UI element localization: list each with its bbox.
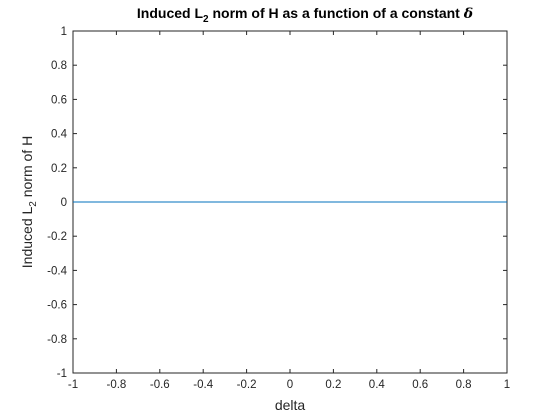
y-tick-label: 0 [61,197,67,209]
x-axis-label: delta [275,397,306,413]
ticks-layer: -1 -0.8 -0.6 -0.4 -0.2 0 0.2 0.4 0.6 0.8 1 -1 -0.8 -0… [47,26,510,391]
x-tick-label: 0.2 [325,379,341,391]
x-tick-label: 0.6 [412,379,428,391]
y-tick-label: 0.6 [51,94,67,106]
y-tick-label: -0.6 [47,300,67,312]
y-tick-label: 1 [61,26,67,38]
x-tick-label: 0 [287,379,293,391]
x-tick-label: -0.2 [237,379,257,391]
x-tick-label: -0.4 [193,379,213,391]
y-tick-label: 0.8 [51,60,67,72]
x-tick-label: -0.6 [150,379,170,391]
y-tick-label: 0.4 [51,129,68,141]
x-tick-label: -0.8 [106,379,126,391]
x-tick-label: 1 [504,379,510,391]
y-axis-label: Induced L2 norm of H [19,136,39,268]
y-tick-label: -0.2 [47,231,67,243]
y-tick-label: -0.4 [47,265,67,277]
x-tick-label: 0.4 [369,379,386,391]
x-tick-label: -1 [68,379,78,391]
y-tick-label: -0.8 [47,334,67,346]
chart-title: Induced L2 norm of H as a function of a … [137,5,473,25]
y-tick-label: -1 [57,368,67,380]
y-tick-label: 0.2 [51,163,67,175]
x-tick-label: 0.8 [456,379,472,391]
